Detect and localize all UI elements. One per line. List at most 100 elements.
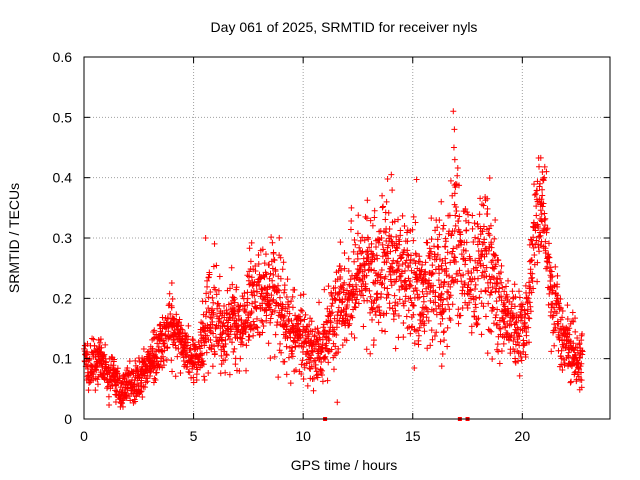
data-point — [405, 264, 412, 271]
data-point — [269, 277, 276, 284]
data-point — [534, 278, 541, 285]
data-point — [122, 392, 129, 399]
data-point — [216, 315, 223, 322]
data-point — [335, 304, 342, 311]
data-point — [283, 343, 290, 350]
data-point — [269, 265, 276, 272]
data-point — [367, 309, 374, 316]
data-point — [487, 276, 494, 283]
data-point — [488, 328, 495, 335]
data-point — [455, 320, 462, 327]
data-point — [451, 126, 458, 133]
data-point — [427, 297, 434, 304]
data-point — [566, 325, 573, 332]
data-point — [436, 231, 443, 238]
data-point — [335, 345, 342, 352]
data-point — [424, 290, 431, 297]
data-point — [258, 317, 265, 324]
data-point — [499, 284, 506, 291]
data-point — [557, 295, 564, 302]
data-point — [424, 239, 431, 246]
data-point — [191, 341, 198, 348]
data-point — [210, 309, 217, 316]
data-point — [458, 251, 465, 258]
data-point — [267, 355, 274, 362]
data-point — [352, 241, 359, 248]
data-point — [187, 346, 194, 353]
data-point — [204, 332, 211, 339]
data-point — [250, 332, 257, 339]
data-point — [396, 286, 403, 293]
data-point — [283, 293, 290, 300]
data-point — [491, 235, 498, 242]
data-point — [498, 348, 505, 355]
data-point — [542, 222, 549, 229]
data-point — [159, 314, 166, 321]
data-point — [537, 154, 544, 161]
data-point — [391, 311, 398, 318]
data-point — [379, 280, 386, 287]
data-point — [575, 359, 582, 366]
data-point — [272, 331, 279, 338]
data-point — [363, 346, 370, 353]
data-point — [287, 334, 294, 341]
data-point — [210, 330, 217, 337]
data-point — [363, 272, 370, 279]
data-point — [160, 362, 167, 369]
data-point — [291, 286, 298, 293]
data-point — [295, 321, 302, 328]
data-point — [473, 321, 480, 328]
data-point — [530, 244, 537, 251]
data-point — [252, 268, 259, 275]
data-point — [498, 279, 505, 286]
data-point — [184, 342, 191, 349]
data-point — [355, 270, 362, 277]
data-point — [490, 305, 497, 312]
data-point — [310, 387, 317, 394]
data-point — [379, 204, 386, 211]
data-point — [341, 279, 348, 286]
data-point — [169, 296, 176, 303]
data-point — [211, 343, 218, 350]
data-point — [537, 232, 544, 239]
data-point — [345, 268, 352, 275]
data-point — [378, 291, 385, 298]
data-point — [342, 312, 349, 319]
data-point — [383, 310, 390, 317]
data-point — [319, 336, 326, 343]
data-point — [333, 332, 340, 339]
data-point — [554, 283, 561, 290]
data-point — [193, 371, 200, 378]
data-point — [495, 257, 502, 264]
data-point — [315, 329, 322, 336]
data-point — [354, 230, 361, 237]
data-point — [439, 315, 446, 322]
data-point — [270, 296, 277, 303]
data-point — [429, 269, 436, 276]
data-point — [463, 239, 470, 246]
data-point — [313, 368, 320, 375]
data-point — [539, 186, 546, 193]
data-point — [386, 268, 393, 275]
data-point — [444, 343, 451, 350]
data-point — [248, 308, 255, 315]
data-point — [526, 315, 533, 322]
data-point — [492, 288, 499, 295]
data-point — [472, 281, 479, 288]
data-point — [205, 370, 212, 377]
y-tick-label: 0.4 — [53, 170, 73, 186]
data-point — [266, 261, 273, 268]
data-point — [180, 357, 187, 364]
data-point — [299, 308, 306, 315]
data-point — [205, 305, 212, 312]
data-point — [504, 311, 511, 318]
data-point — [207, 289, 214, 296]
data-point — [288, 317, 295, 324]
data-point — [241, 302, 248, 309]
data-point — [364, 197, 371, 204]
data-point — [444, 249, 451, 256]
data-point — [533, 237, 540, 244]
data-point — [423, 314, 430, 321]
data-point — [462, 247, 469, 254]
data-point — [484, 195, 491, 202]
